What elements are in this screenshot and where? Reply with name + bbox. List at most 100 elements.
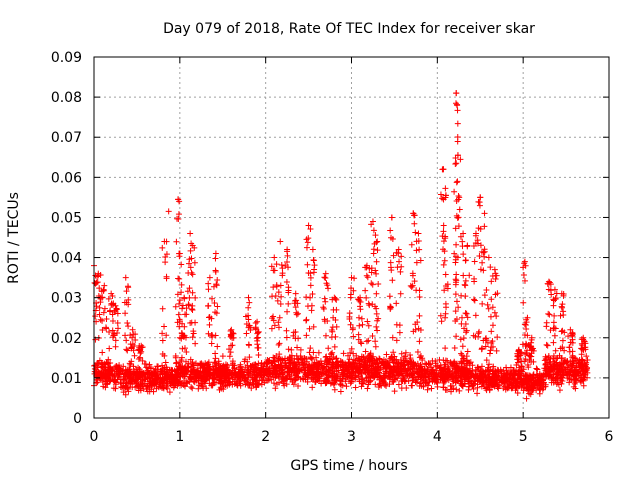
data-point: [307, 274, 314, 281]
data-point: [246, 354, 253, 361]
data-point: [228, 326, 235, 333]
data-point: [370, 360, 377, 367]
data-point: [293, 311, 300, 318]
data-point: [243, 321, 250, 328]
data-point: [109, 327, 116, 334]
y-tick-label: 0.01: [51, 371, 82, 387]
data-point: [189, 289, 196, 296]
data-point: [245, 341, 252, 348]
data-point: [111, 370, 118, 377]
data-point: [129, 326, 136, 333]
data-point: [129, 341, 136, 348]
data-point: [350, 333, 357, 340]
data-point: [310, 257, 317, 264]
data-point: [176, 316, 183, 323]
data-point: [348, 378, 355, 385]
data-point: [352, 374, 359, 381]
data-point: [223, 378, 230, 385]
data-point: [291, 297, 298, 304]
data-point: [237, 361, 244, 368]
data-point: [245, 324, 252, 331]
data-point: [338, 381, 345, 388]
data-point: [278, 364, 285, 371]
data-point: [120, 363, 127, 370]
data-point: [279, 270, 286, 277]
data-point: [351, 275, 358, 282]
data-point: [271, 267, 278, 274]
data-point: [320, 305, 327, 312]
data-point: [127, 361, 134, 368]
data-point: [91, 279, 98, 286]
data-point: [406, 371, 413, 378]
data-point: [295, 356, 302, 363]
data-point: [146, 378, 153, 385]
chart-title: Day 079 of 2018, Rate Of TEC Index for r…: [163, 21, 535, 37]
data-point: [409, 377, 416, 384]
data-point: [307, 225, 314, 232]
x-tick-label: 5: [519, 429, 528, 445]
data-point: [413, 379, 420, 386]
data-point: [142, 371, 149, 378]
data-point: [191, 259, 198, 266]
data-point: [161, 379, 168, 386]
data-point: [177, 358, 184, 365]
data-point: [328, 373, 335, 380]
data-point: [363, 338, 370, 345]
data-point: [189, 242, 196, 249]
data-point: [275, 289, 282, 296]
data-point: [251, 376, 258, 383]
data-point: [99, 349, 106, 356]
data-point: [189, 334, 196, 341]
data-point: [263, 359, 270, 366]
data-point: [315, 349, 322, 356]
data-point: [348, 274, 355, 281]
data-point: [190, 361, 197, 368]
data-point: [277, 301, 284, 308]
data-point: [255, 352, 262, 359]
data-point: [181, 294, 188, 301]
data-point: [225, 379, 232, 386]
data-point: [253, 384, 260, 391]
data-point: [362, 287, 369, 294]
data-point: [189, 271, 196, 278]
data-point: [347, 294, 354, 301]
data-point: [279, 378, 286, 385]
data-point: [236, 370, 243, 377]
data-point: [97, 316, 104, 323]
data-point: [203, 371, 210, 378]
data-point: [181, 323, 188, 330]
data-point: [130, 363, 137, 370]
data-point: [101, 282, 108, 289]
y-tick-label: 0.07: [51, 130, 82, 146]
data-point: [298, 367, 305, 374]
data-point: [186, 260, 193, 267]
data-point: [252, 361, 259, 368]
data-point: [209, 363, 216, 370]
data-point: [391, 388, 398, 395]
data-point: [369, 366, 376, 373]
data-point: [227, 349, 234, 356]
data-point: [246, 381, 253, 388]
data-point: [206, 365, 213, 372]
data-point: [189, 359, 196, 366]
data-point: [322, 369, 329, 376]
data-point: [290, 381, 297, 388]
data-point: [344, 364, 351, 371]
data-point: [144, 388, 151, 395]
data-point: [212, 332, 219, 339]
data-point: [161, 238, 168, 245]
data-point: [192, 340, 199, 347]
data-point: [178, 354, 185, 361]
data-point: [321, 316, 328, 323]
data-point: [273, 381, 280, 388]
data-point: [291, 369, 298, 376]
data-point: [179, 302, 186, 309]
data-point: [254, 330, 261, 337]
data-point: [245, 312, 252, 319]
data-point: [155, 374, 162, 381]
data-point: [157, 383, 164, 390]
data-point: [411, 362, 418, 369]
data-point: [110, 385, 117, 392]
data-point: [304, 373, 311, 380]
data-point: [214, 343, 221, 350]
